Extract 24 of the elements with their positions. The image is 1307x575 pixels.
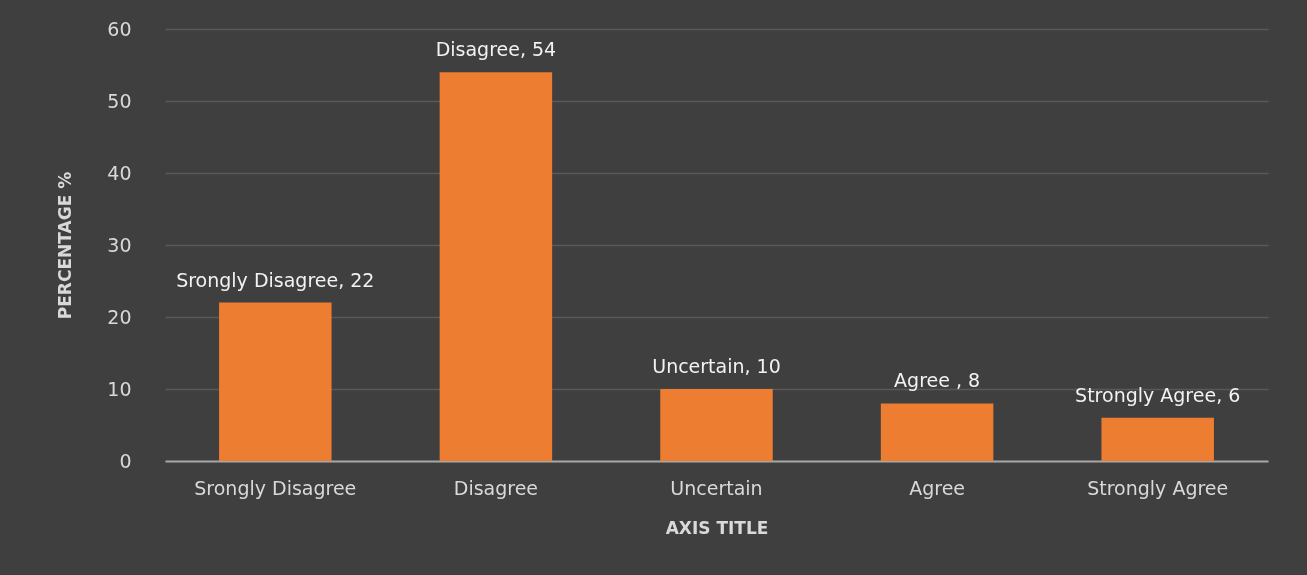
bar — [439, 72, 553, 461]
data-label: Uncertain, 10 — [652, 355, 781, 377]
x-tick-label: Agree — [909, 476, 966, 499]
x-tick-label: Disagree — [453, 476, 539, 499]
bar — [219, 302, 332, 461]
x-tick-label: Srongly Disagree — [194, 476, 357, 499]
data-label: Disagree, 54 — [435, 38, 557, 61]
y-tick-label: 60 — [107, 17, 132, 40]
bar — [880, 403, 994, 461]
data-label: Srongly Disagree, 22 — [176, 268, 375, 291]
data-label: Strongly Agree, 6 — [1075, 383, 1241, 406]
x-tick-label: Strongly Agree — [1087, 476, 1229, 499]
x-tick-label: Uncertain — [670, 476, 763, 499]
y-tick-label: 20 — [107, 305, 132, 328]
y-tick-label: 40 — [107, 161, 132, 184]
y-tick-label: 30 — [107, 233, 132, 256]
data-label: Agree , 8 — [894, 369, 981, 392]
bar — [660, 389, 773, 461]
y-axis-title: PERCENTAGE % — [55, 171, 76, 320]
y-tick-label: 50 — [107, 89, 132, 112]
bar — [1101, 417, 1214, 461]
x-axis-title: AXIS TITLE — [665, 517, 769, 538]
y-tick-label: 10 — [107, 377, 132, 400]
y-tick-label: 0 — [119, 449, 132, 472]
